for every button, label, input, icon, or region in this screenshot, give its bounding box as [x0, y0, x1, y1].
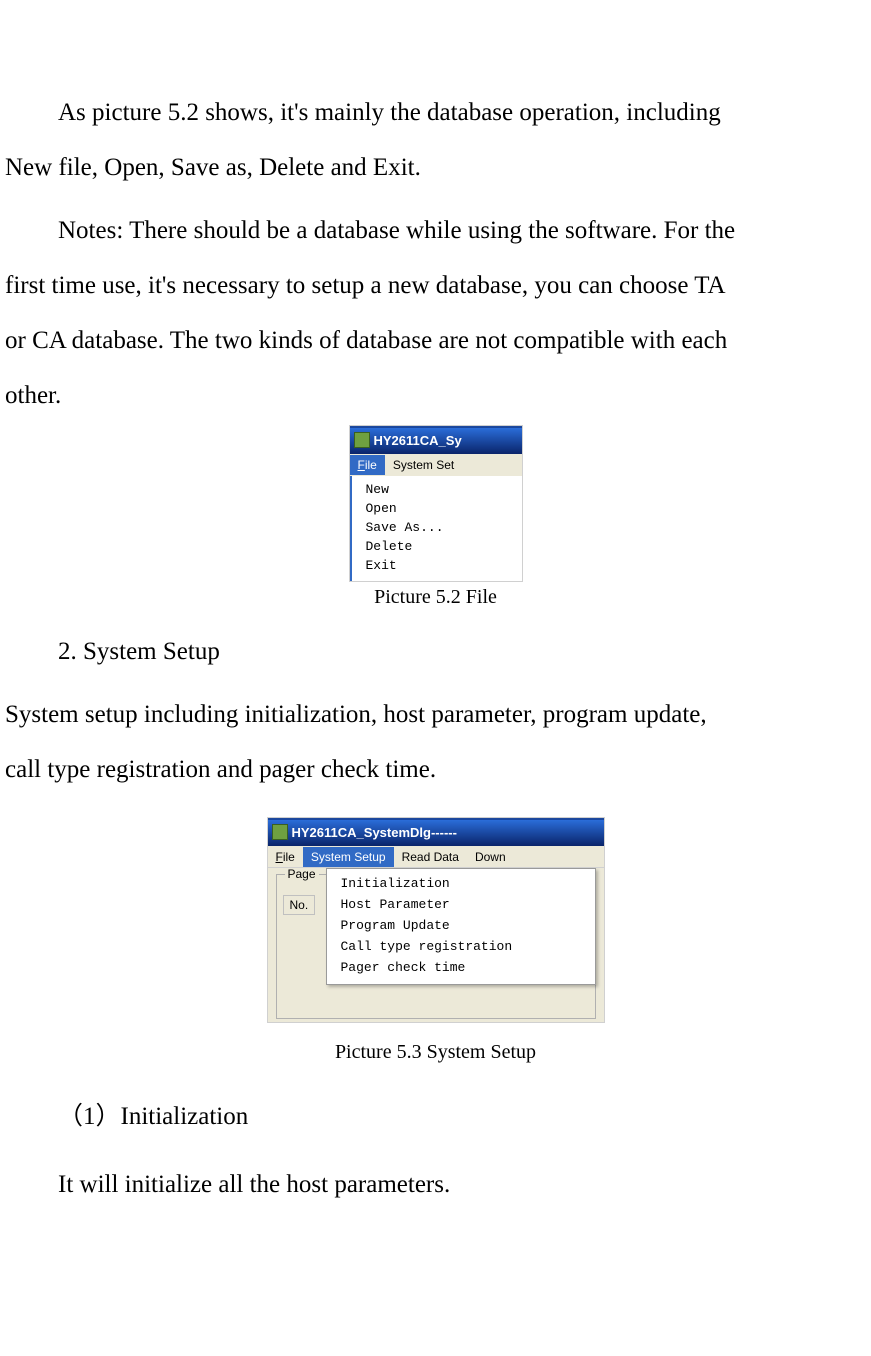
- figure-5-3-caption: Picture 5.3 System Setup: [335, 1041, 536, 1064]
- menu-item-open[interactable]: Open: [352, 499, 522, 518]
- groupbox-label: Page: [285, 868, 319, 881]
- menu-item-delete[interactable]: Delete: [352, 537, 522, 556]
- system-setup-dropdown: Initialization Host Parameter Program Up…: [326, 868, 596, 985]
- paragraph-2-line-3: or CA database. The two kinds of databas…: [5, 313, 866, 368]
- client-area: Page No. Initialization Host Parameter P…: [268, 868, 604, 1022]
- app-icon: [354, 432, 370, 448]
- window-titlebar: HY2611CA_Sy: [350, 426, 522, 454]
- paragraph-1-line-2: New file, Open, Save as, Delete and Exit…: [5, 140, 866, 195]
- paragraph-2-line-2: first time use, it's necessary to setup …: [5, 258, 866, 313]
- menu-item-program-update[interactable]: Program Update: [327, 915, 595, 936]
- menu-item-new[interactable]: New: [352, 480, 522, 499]
- window-titlebar-2: HY2611CA_SystemDlg------: [268, 818, 604, 846]
- menubar-2: File System Setup Read Data Down: [268, 846, 604, 868]
- menu-file[interactable]: File: [350, 455, 385, 475]
- window-title: HY2611CA_Sy: [374, 433, 462, 448]
- menu-read-data[interactable]: Read Data: [394, 847, 467, 867]
- subheading-initialization-body: It will initialize all the host paramete…: [5, 1160, 866, 1210]
- figure-5-2: HY2611CA_Sy File System Set New Open Sav…: [0, 423, 871, 609]
- paragraph-2-line-1: Notes: There should be a database while …: [5, 203, 866, 258]
- menu-down[interactable]: Down: [467, 847, 514, 867]
- figure-5-3: HY2611CA_SystemDlg------ File System Set…: [0, 797, 871, 1064]
- screenshot-file-menu: HY2611CA_Sy File System Set New Open Sav…: [349, 425, 523, 582]
- menu-item-pager-check-time[interactable]: Pager check time: [327, 957, 595, 978]
- menu-system-setup[interactable]: System Set: [385, 455, 462, 475]
- menu-item-initialization[interactable]: Initialization: [327, 873, 595, 894]
- table-header-no: No.: [283, 895, 316, 915]
- file-dropdown: New Open Save As... Delete Exit: [350, 476, 522, 581]
- subheading-initialization: （1）Initialization: [5, 1092, 866, 1142]
- menubar: File System Set: [350, 454, 522, 476]
- paragraph-2-line-4: other.: [5, 368, 866, 423]
- menu-item-exit[interactable]: Exit: [352, 556, 522, 575]
- heading-system-setup: 2. System Setup: [5, 627, 866, 677]
- menu-item-call-type-registration[interactable]: Call type registration: [327, 936, 595, 957]
- menu-item-host-parameter[interactable]: Host Parameter: [327, 894, 595, 915]
- paragraph-1-line-1: As picture 5.2 shows, it's mainly the da…: [5, 85, 866, 140]
- figure-5-2-caption: Picture 5.2 File: [374, 586, 497, 609]
- menu-item-save-as[interactable]: Save As...: [352, 518, 522, 537]
- screenshot-system-setup-menu: HY2611CA_SystemDlg------ File System Set…: [267, 817, 605, 1023]
- menu-system-setup-2[interactable]: System Setup: [303, 847, 394, 867]
- window-title-2: HY2611CA_SystemDlg------: [292, 825, 457, 840]
- app-icon-2: [272, 824, 288, 840]
- paragraph-3-line-2: call type registration and pager check t…: [5, 742, 866, 797]
- paragraph-3-line-1: System setup including initialization, h…: [5, 687, 866, 742]
- menu-file-2[interactable]: File: [268, 847, 303, 867]
